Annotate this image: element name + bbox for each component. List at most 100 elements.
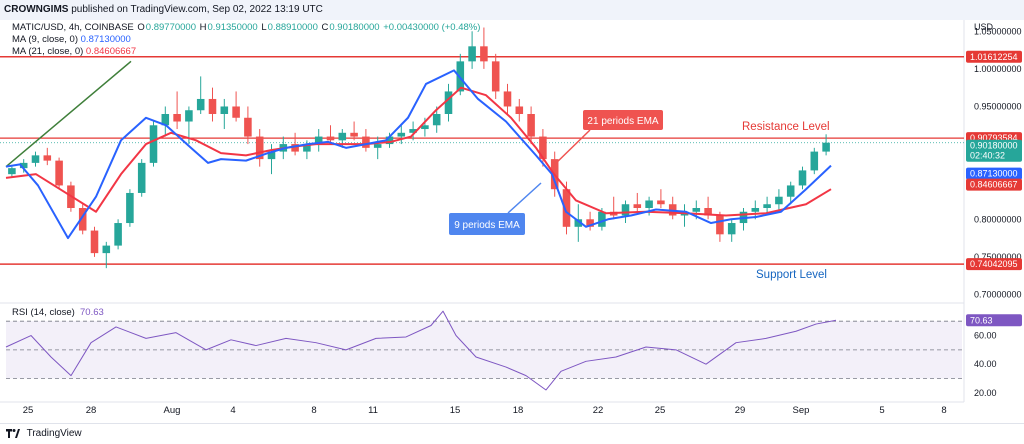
candle-body xyxy=(444,91,453,114)
candle-body xyxy=(409,129,417,133)
candle-body xyxy=(43,155,52,161)
rsi-tick-label: 40.00 xyxy=(974,359,997,369)
price-tick-label: 1.00000000 xyxy=(974,64,1022,74)
candle-body xyxy=(373,144,382,148)
ma9-legend-value: 0.87130000 xyxy=(80,34,131,45)
candle-body xyxy=(397,132,406,137)
time-tick-label: 5 xyxy=(879,405,884,416)
ma21-legend-label: MA (21, close, 0) xyxy=(12,46,84,57)
candle-body xyxy=(244,117,252,137)
resistance-badge-bg xyxy=(966,50,1022,63)
candle-body xyxy=(716,215,724,235)
candle-body xyxy=(220,106,229,114)
rsi-badge: 70.63 xyxy=(970,315,993,325)
price-tick-label: 0.75000000 xyxy=(974,252,1022,262)
candle-body xyxy=(314,136,323,145)
low-label: L xyxy=(261,22,267,33)
footer-bar: TradingView xyxy=(0,423,1024,443)
ema21-callout-box xyxy=(583,110,663,130)
footer-brand: TradingView xyxy=(26,428,82,439)
ema21-callout-text: 21 periods EMA xyxy=(587,116,658,127)
candle-body xyxy=(645,200,653,208)
candle-body xyxy=(326,136,335,141)
candle-body xyxy=(503,91,512,107)
support-badge: 0.74042095 xyxy=(970,259,1018,269)
support-badge-bg xyxy=(966,258,1022,271)
ma9-line xyxy=(5,69,832,240)
candle-body xyxy=(350,132,358,137)
ma21-badge-bg xyxy=(966,178,1022,191)
candle-body xyxy=(786,185,795,197)
open-label: O xyxy=(137,22,145,33)
time-tick-label: 29 xyxy=(735,405,746,416)
ma9-legend-label: MA (9, close, 0) xyxy=(12,34,78,45)
candle-body xyxy=(515,106,524,114)
high-value: 0.91350000 xyxy=(207,22,258,33)
resistance-badge: 1.01612254 xyxy=(970,52,1018,62)
candle-body xyxy=(196,98,205,111)
trend-line xyxy=(5,60,132,168)
time-tick-label: 15 xyxy=(450,405,461,416)
candle-body xyxy=(267,151,276,160)
change-value: +0.00430000 (+0.48%) xyxy=(383,22,481,33)
close-label: C xyxy=(321,22,329,33)
candle-body xyxy=(90,230,99,254)
time-tick-label: 18 xyxy=(513,405,524,416)
candle-body xyxy=(338,132,347,141)
candle-body xyxy=(621,204,630,216)
time-tick-label: 11 xyxy=(368,405,378,416)
last-price-badge-bg xyxy=(966,139,1022,162)
resistance-level-label: Resistance Level xyxy=(742,121,830,133)
time-tick-label: 25 xyxy=(655,405,666,416)
candle-body xyxy=(78,208,87,231)
candle-body xyxy=(539,136,547,160)
time-tick-label: 22 xyxy=(593,405,604,416)
ema21-callout-pointer xyxy=(550,129,591,169)
tradingview-logo-icon xyxy=(6,428,20,438)
last-price-badge: 0.90180000 xyxy=(970,141,1018,151)
candle-body xyxy=(727,223,736,235)
ma9-badge-bg xyxy=(966,167,1022,180)
candle-body xyxy=(102,245,111,254)
candle-body xyxy=(232,106,240,118)
ma9-legend[interactable]: MA (9, close, 0) 0.87130000 xyxy=(12,34,131,46)
candle-body xyxy=(126,192,134,224)
candle-body xyxy=(491,61,500,92)
ma9-badge: 0.87130000 xyxy=(970,169,1018,179)
symbol-label: MATIC/USD, 4h, COINBASE xyxy=(12,22,134,33)
candle-body xyxy=(19,162,28,169)
low-value: 0.88910000 xyxy=(267,22,318,33)
price-tick-label: 0.80000000 xyxy=(974,214,1022,224)
candle-body xyxy=(480,46,488,62)
time-tick-label: 4 xyxy=(230,405,235,416)
candle-body xyxy=(810,151,819,171)
time-tick-label: Aug xyxy=(164,405,181,416)
candle-body xyxy=(751,208,760,212)
candle-body xyxy=(657,200,665,205)
candle-body xyxy=(775,196,783,205)
candle-body xyxy=(173,114,181,122)
time-tick-label: 8 xyxy=(941,405,946,416)
candle-body xyxy=(31,155,40,163)
candle-body xyxy=(822,142,830,152)
candle-body xyxy=(704,208,712,216)
time-tick-label: Sep xyxy=(793,405,810,416)
price-chart[interactable]: 1.05000000 1.00000000 0.95000000 0.80000000… xyxy=(0,0,1024,423)
candle-body xyxy=(114,223,122,246)
candle-body xyxy=(208,98,217,114)
price-tick-label: 0.70000000 xyxy=(974,289,1022,299)
candle-body xyxy=(574,219,583,227)
candle-body xyxy=(432,114,441,126)
ma21-legend[interactable]: MA (21, close, 0) 0.84606667 xyxy=(12,46,136,58)
rsi-tick-label: 60.00 xyxy=(974,331,997,341)
rsi-line xyxy=(5,310,837,391)
publish-info: published on TradingView.com, Sep 02, 20… xyxy=(71,4,323,15)
candle-body xyxy=(421,125,429,130)
ema9-callout-pointer xyxy=(507,182,542,214)
ema9-callout-text: 9 periods EMA xyxy=(454,220,520,231)
candle-body xyxy=(185,110,193,122)
time-tick-label: 8 xyxy=(311,405,316,416)
candle-body xyxy=(562,189,571,227)
candle-body xyxy=(55,160,63,186)
time-tick-label: 25 xyxy=(23,405,34,416)
